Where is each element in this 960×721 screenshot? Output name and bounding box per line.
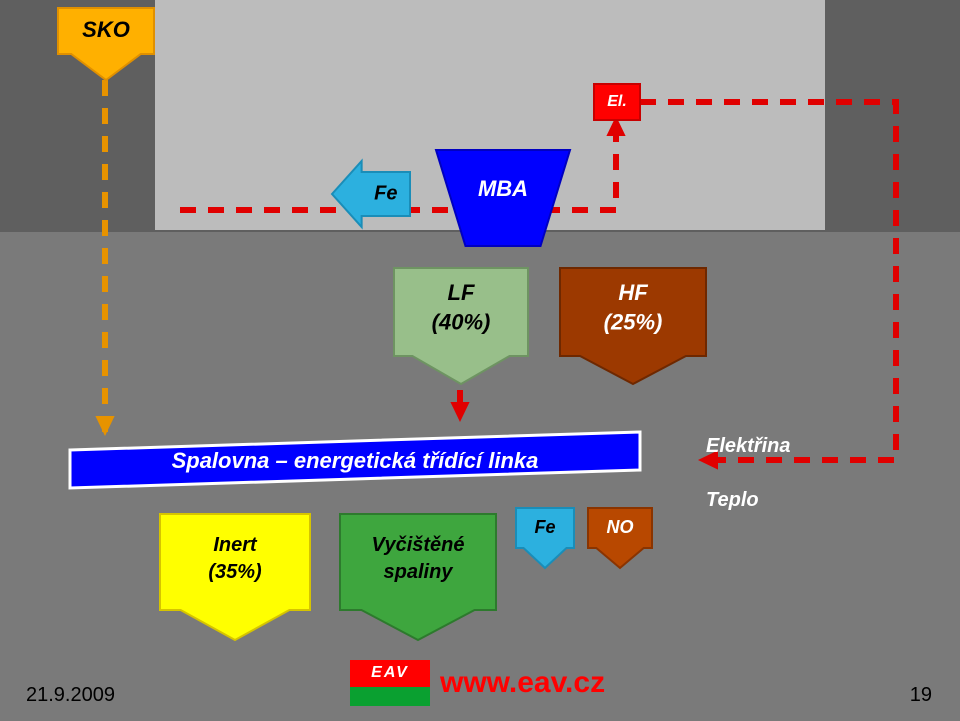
diagram-svg: SKOEl.MBAFeLF(40%)HF(25%)Spalovna – ener… [0, 0, 960, 721]
teplo-label: Teplo [706, 489, 759, 511]
footer-url: www.eav.cz [440, 666, 605, 700]
footer-logo-bottom [350, 687, 430, 706]
dash-red-0-arrowhead [450, 402, 469, 422]
footer-logo-top: EAV [350, 660, 430, 687]
fe-left-arrow-label: Fe [374, 182, 397, 204]
diagram-stage: SKOEl.MBAFeLF(40%)HF(25%)Spalovna – ener… [0, 0, 960, 721]
dash-orange-main-arrowhead [95, 416, 114, 436]
footer-logo: EAV [350, 660, 430, 706]
mba-trapezoid-label: MBA [478, 176, 528, 201]
no-arrow-label: NO [607, 517, 634, 537]
fe-small-arrow-label: Fe [534, 517, 555, 537]
sko-arrow-label: SKO [82, 17, 130, 42]
elektrina-label: Elektřina [706, 435, 790, 457]
footer-date: 21.9.2009 [26, 684, 115, 707]
fe-left-arrow-shape [332, 161, 410, 227]
spalovna-banner-label: Spalovna – energetická třídící linka [172, 448, 539, 473]
el-box-label: El. [607, 93, 627, 110]
footer-page-number: 19 [910, 684, 932, 707]
